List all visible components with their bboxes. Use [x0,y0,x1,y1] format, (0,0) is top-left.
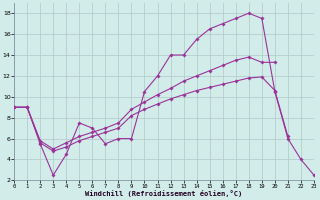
X-axis label: Windchill (Refroidissement éolien,°C): Windchill (Refroidissement éolien,°C) [85,190,243,197]
